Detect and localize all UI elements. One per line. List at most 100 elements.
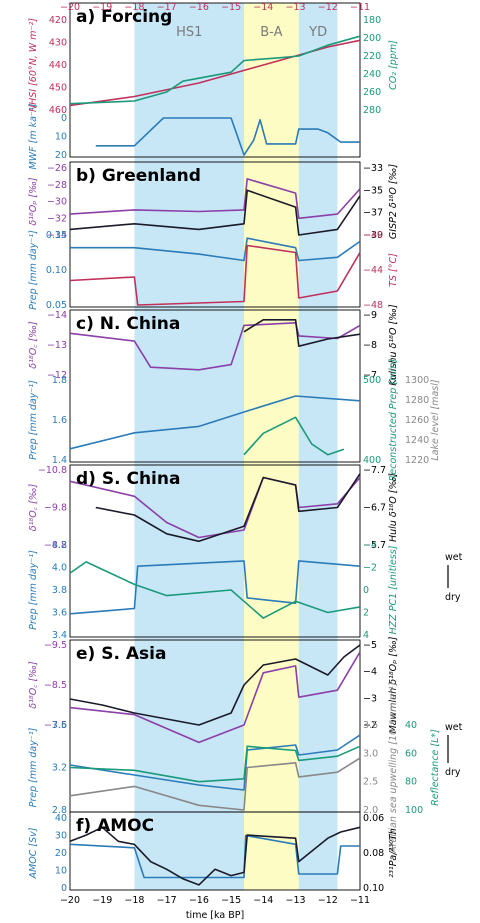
axis-label: Hulu δ¹⁸O [‰] bbox=[388, 473, 399, 542]
axis-label: CO₂ [ppm] bbox=[388, 40, 399, 90]
axis-label: HZZ PC1 [unitless] bbox=[388, 545, 399, 634]
tick-label: −8 bbox=[363, 340, 377, 351]
axis-label: Prep [mm day⁻¹] bbox=[28, 230, 39, 310]
x-tick-label-top: −16 bbox=[189, 2, 209, 13]
tick-label: 0.15 bbox=[46, 230, 67, 241]
tick-label: 100 bbox=[405, 805, 423, 816]
tick-label: 1260 bbox=[405, 415, 429, 426]
tick-label: −2 bbox=[363, 563, 377, 574]
axis-label: δ¹⁸Oₚ [‰] bbox=[28, 177, 39, 226]
tick-label: 1.8 bbox=[52, 375, 67, 386]
tick-label: 0 bbox=[363, 585, 369, 596]
tick-label: 2 bbox=[363, 608, 369, 619]
tick-label: 1280 bbox=[405, 395, 429, 406]
axis-label: ²³¹Pa/²³⁰Th bbox=[388, 828, 399, 877]
tick-label: −10.8 bbox=[38, 465, 67, 476]
band-label: B-A bbox=[260, 25, 282, 40]
band-hs1 bbox=[134, 3, 244, 890]
x-tick-label: −16 bbox=[189, 895, 209, 906]
x-tick-label-top: −12 bbox=[318, 2, 338, 13]
tick-label: 80 bbox=[405, 777, 417, 788]
axis-label: δ¹⁸O꜀ [‰] bbox=[28, 483, 39, 531]
tick-label: −9.5 bbox=[44, 640, 67, 651]
tick-label: 440 bbox=[49, 60, 67, 71]
tick-label: 260 bbox=[363, 87, 381, 98]
x-tick-label: −15 bbox=[221, 895, 241, 906]
panel-title: c) N. China bbox=[76, 314, 180, 334]
tick-label: 3.2 bbox=[52, 763, 67, 774]
x-tick-label-top: −14 bbox=[253, 2, 273, 13]
tick-label: 30 bbox=[55, 831, 67, 842]
axis-label: GISP2 δ¹⁸O [‰] bbox=[388, 164, 399, 239]
wet-label: wet bbox=[445, 552, 463, 563]
tick-label: −40 bbox=[363, 230, 383, 241]
tick-label: 180 bbox=[363, 15, 381, 26]
tick-label: 4.2 bbox=[52, 540, 67, 551]
tick-label: 1240 bbox=[405, 435, 429, 446]
x-tick-label-top: −20 bbox=[60, 2, 80, 13]
tick-label: −7.7 bbox=[363, 465, 386, 476]
x-tick-label-top: −17 bbox=[157, 2, 177, 13]
x-tick-label: −12 bbox=[318, 895, 338, 906]
tick-label: 0 bbox=[61, 883, 67, 894]
tick-label: 450 bbox=[49, 83, 67, 94]
axis-label: Reflectance [L*] bbox=[430, 729, 441, 806]
axis-label: NHSI [60°N, W m⁻²] bbox=[28, 18, 39, 112]
x-tick-label: −17 bbox=[157, 895, 177, 906]
axis-label: AMOC [Sv] bbox=[28, 827, 39, 879]
tick-label: 0.10 bbox=[46, 265, 67, 276]
tick-label: 3.8 bbox=[52, 585, 67, 596]
band-label: YD bbox=[308, 25, 327, 40]
tick-label: 1.6 bbox=[52, 415, 67, 426]
x-tick-label: −13 bbox=[286, 895, 306, 906]
x-tick-label-top: −11 bbox=[350, 2, 370, 13]
tick-label: −4 bbox=[363, 667, 377, 678]
dry-label: dry bbox=[445, 592, 461, 603]
tick-label: 2.5 bbox=[363, 777, 378, 788]
tick-label: 20 bbox=[55, 150, 67, 161]
tick-label: 3.0 bbox=[363, 748, 378, 759]
tick-label: 40 bbox=[405, 720, 417, 731]
tick-label: −44 bbox=[363, 265, 383, 276]
x-axis-label: time [ka BP] bbox=[186, 910, 244, 921]
tick-label: 220 bbox=[363, 51, 381, 62]
x-tick-label: −20 bbox=[60, 895, 80, 906]
x-tick-label-top: −13 bbox=[286, 2, 306, 13]
x-tick-label: −11 bbox=[350, 895, 370, 906]
dry-label: dry bbox=[445, 767, 461, 778]
tick-label: 0 bbox=[61, 113, 67, 124]
x-tick-label: −18 bbox=[124, 895, 144, 906]
tick-label: 10 bbox=[55, 866, 67, 877]
axis-label: Reconstructed Prep [mm] bbox=[388, 359, 399, 482]
tick-label: 3.6 bbox=[52, 608, 67, 619]
tick-label: −9 bbox=[363, 310, 377, 321]
tick-label: 20 bbox=[55, 848, 67, 859]
tick-label: 240 bbox=[363, 69, 381, 80]
tick-label: 0.08 bbox=[363, 848, 384, 859]
tick-label: −6.7 bbox=[363, 503, 386, 514]
tick-label: 1300 bbox=[405, 375, 429, 386]
tick-label: 4.0 bbox=[52, 563, 67, 574]
x-tick-label-top: −15 bbox=[221, 2, 241, 13]
tick-label: 1220 bbox=[405, 455, 429, 466]
tick-label: −37 bbox=[363, 208, 383, 219]
tick-label: 0.10 bbox=[363, 883, 384, 894]
tick-label: 60 bbox=[405, 748, 417, 759]
panel-title: f) AMOC bbox=[76, 816, 154, 836]
tick-label: −33 bbox=[363, 163, 383, 174]
tick-label: −32 bbox=[47, 213, 67, 224]
axis-label: Lake level [masl] bbox=[430, 379, 441, 460]
x-tick-label: −19 bbox=[92, 895, 112, 906]
tick-label: −9.8 bbox=[44, 503, 67, 514]
tick-label: −13 bbox=[47, 340, 67, 351]
axis-label: δ¹⁸O꜀ [‰] bbox=[28, 661, 39, 709]
tick-label: 3.5 bbox=[363, 720, 378, 731]
axis-label: MWF [m ka⁻¹] bbox=[28, 103, 39, 169]
axis-label: TS [°C] bbox=[388, 253, 399, 287]
tick-label: −35 bbox=[363, 185, 383, 196]
tick-label: −3 bbox=[363, 693, 377, 704]
band-label: HS1 bbox=[176, 25, 202, 40]
tick-label: 40 bbox=[55, 813, 67, 824]
tick-label: 10 bbox=[55, 132, 67, 143]
axis-label: δ¹⁸O꜀ [‰] bbox=[28, 321, 39, 369]
